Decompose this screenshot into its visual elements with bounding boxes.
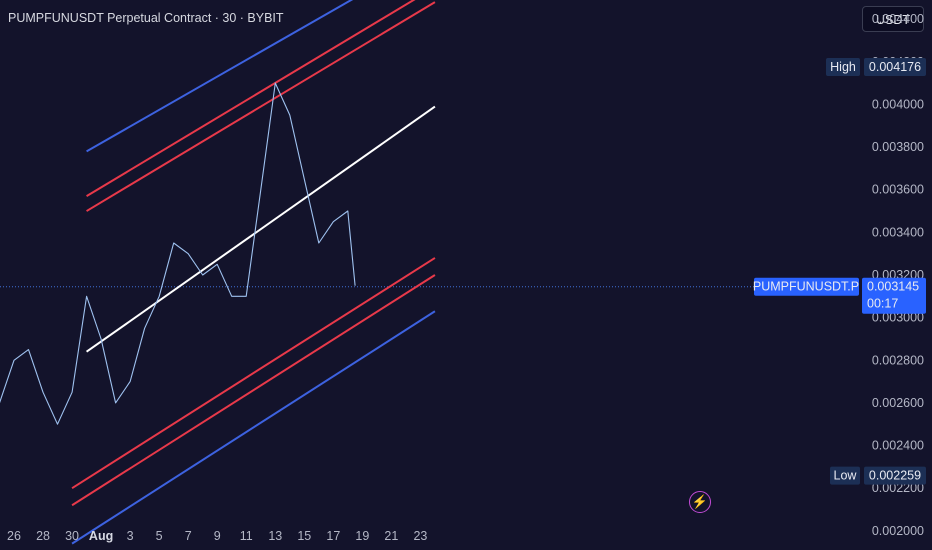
x-tick-label: 9 [214,529,221,543]
y-tick-label: 0.003800 [872,140,924,154]
channel-line-red[interactable] [86,0,435,197]
high-tag: High 0.004176 [826,57,926,76]
channel-line-blue[interactable] [71,310,436,545]
y-tick-label: 0.004000 [872,97,924,111]
x-tick-label: 11 [240,529,253,543]
last-price-tag: PUMPFUNUSDT.P 0.003145 00:17 [753,277,926,314]
price-series-line [0,82,356,425]
x-tick-label: 21 [384,529,398,543]
x-tick-label: 15 [297,529,311,543]
x-tick-label: 17 [326,529,340,543]
y-tick-label: 0.002200 [872,481,924,495]
countdown-timer: 00:17 [867,297,898,311]
x-tick-label: 28 [36,529,50,543]
currency-button[interactable]: USDT [862,6,924,32]
last-price-value: 0.003145 [867,280,919,294]
price-axis[interactable]: 0.0044000.0042000.0040000.0038000.003600… [872,12,924,538]
y-tick-label: 0.002400 [872,439,924,453]
low-value: 0.002259 [869,469,921,483]
channel-line-blue[interactable] [86,0,363,153]
low-value-bg [864,466,926,485]
y-tick-label: 0.003000 [872,311,924,325]
chart-title: PUMPFUNUSDT Perpetual Contract · 30 · BY… [8,11,284,25]
x-tick-label: 5 [156,529,163,543]
y-tick-label: 0.002000 [872,524,924,538]
x-tick-label: 7 [185,529,192,543]
y-tick-label: 0.003600 [872,183,924,197]
trend-lines[interactable] [71,0,436,545]
x-tick-label: 3 [127,529,134,543]
y-tick-label: 0.004400 [872,12,924,26]
high-value: 0.004176 [869,60,921,74]
channel-line-red[interactable] [71,257,436,490]
midline[interactable] [85,105,436,353]
x-tick-label: 13 [268,529,282,543]
x-tick-label: 19 [355,529,369,543]
x-tick-label: 23 [413,529,427,543]
channel-line-red[interactable] [86,1,436,212]
last-price-bg [862,277,926,314]
x-tick-label: 30 [65,529,79,543]
high-label-bg [826,57,860,76]
symbol-tag: PUMPFUNUSDT.P [753,280,859,294]
low-label-bg [830,466,860,485]
time-axis[interactable]: 26 28 30 Aug 3 5 7 9 11 13 15 17 19 21 23 [7,529,427,543]
low-label: Low [834,469,858,483]
high-value-bg [864,57,926,76]
lightning-bolt-icon[interactable]: ⚡ [689,491,711,513]
x-tick-label: 26 [7,529,21,543]
y-tick-label: 0.003400 [872,225,924,239]
y-tick-label: 0.002600 [872,396,924,410]
symbol-tag-bg [754,277,859,296]
x-tick-label: Aug [89,529,113,543]
low-tag: Low 0.002259 [830,466,926,485]
high-label: High [830,60,856,74]
y-tick-label: 0.002800 [872,353,924,367]
channel-line-red[interactable] [71,274,436,507]
